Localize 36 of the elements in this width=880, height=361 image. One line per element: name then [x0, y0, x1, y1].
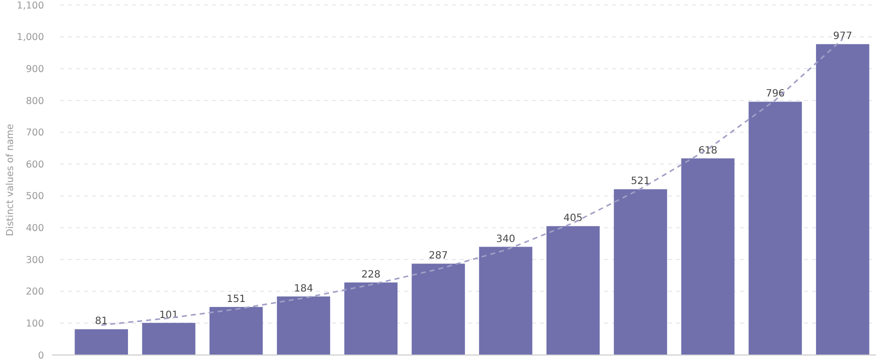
- y-tick-label: 800: [26, 96, 44, 107]
- bar: [142, 322, 196, 355]
- y-tick-label: 100: [26, 318, 44, 330]
- bar: [681, 158, 734, 355]
- y-axis-title: Distinct values of name: [5, 124, 16, 236]
- data-label: 977: [833, 31, 852, 42]
- bar: [344, 282, 398, 355]
- bar: [74, 329, 128, 355]
- bar: [479, 246, 532, 355]
- data-label: 228: [361, 269, 380, 280]
- y-tick-label: 200: [26, 286, 44, 298]
- data-label: 340: [496, 234, 516, 245]
- y-tick-label: 700: [26, 128, 44, 139]
- data-label: 81: [94, 316, 108, 328]
- bar: [816, 44, 870, 355]
- y-tick-label: 1,100: [16, 0, 44, 12]
- data-label: 405: [564, 213, 583, 224]
- bar: [546, 226, 600, 355]
- bar: [614, 189, 668, 355]
- bar: [210, 306, 263, 355]
- y-tick-label: 400: [26, 223, 44, 234]
- bar: [748, 102, 802, 355]
- bar: [276, 296, 330, 355]
- data-label: 618: [698, 145, 718, 156]
- data-label: 184: [294, 283, 314, 294]
- data-label: 151: [226, 294, 246, 305]
- y-tick-label: 300: [26, 254, 44, 266]
- data-label: 796: [766, 88, 785, 100]
- data-label: 287: [428, 250, 448, 262]
- y-tick-label: 1,000: [16, 32, 44, 44]
- y-tick-label: 600: [26, 159, 44, 170]
- y-tick-label: 900: [26, 64, 44, 75]
- y-tick-label: 500: [26, 191, 44, 202]
- bar: [412, 264, 465, 355]
- data-label: 521: [630, 176, 650, 188]
- y-tick-label: 0: [38, 350, 44, 361]
